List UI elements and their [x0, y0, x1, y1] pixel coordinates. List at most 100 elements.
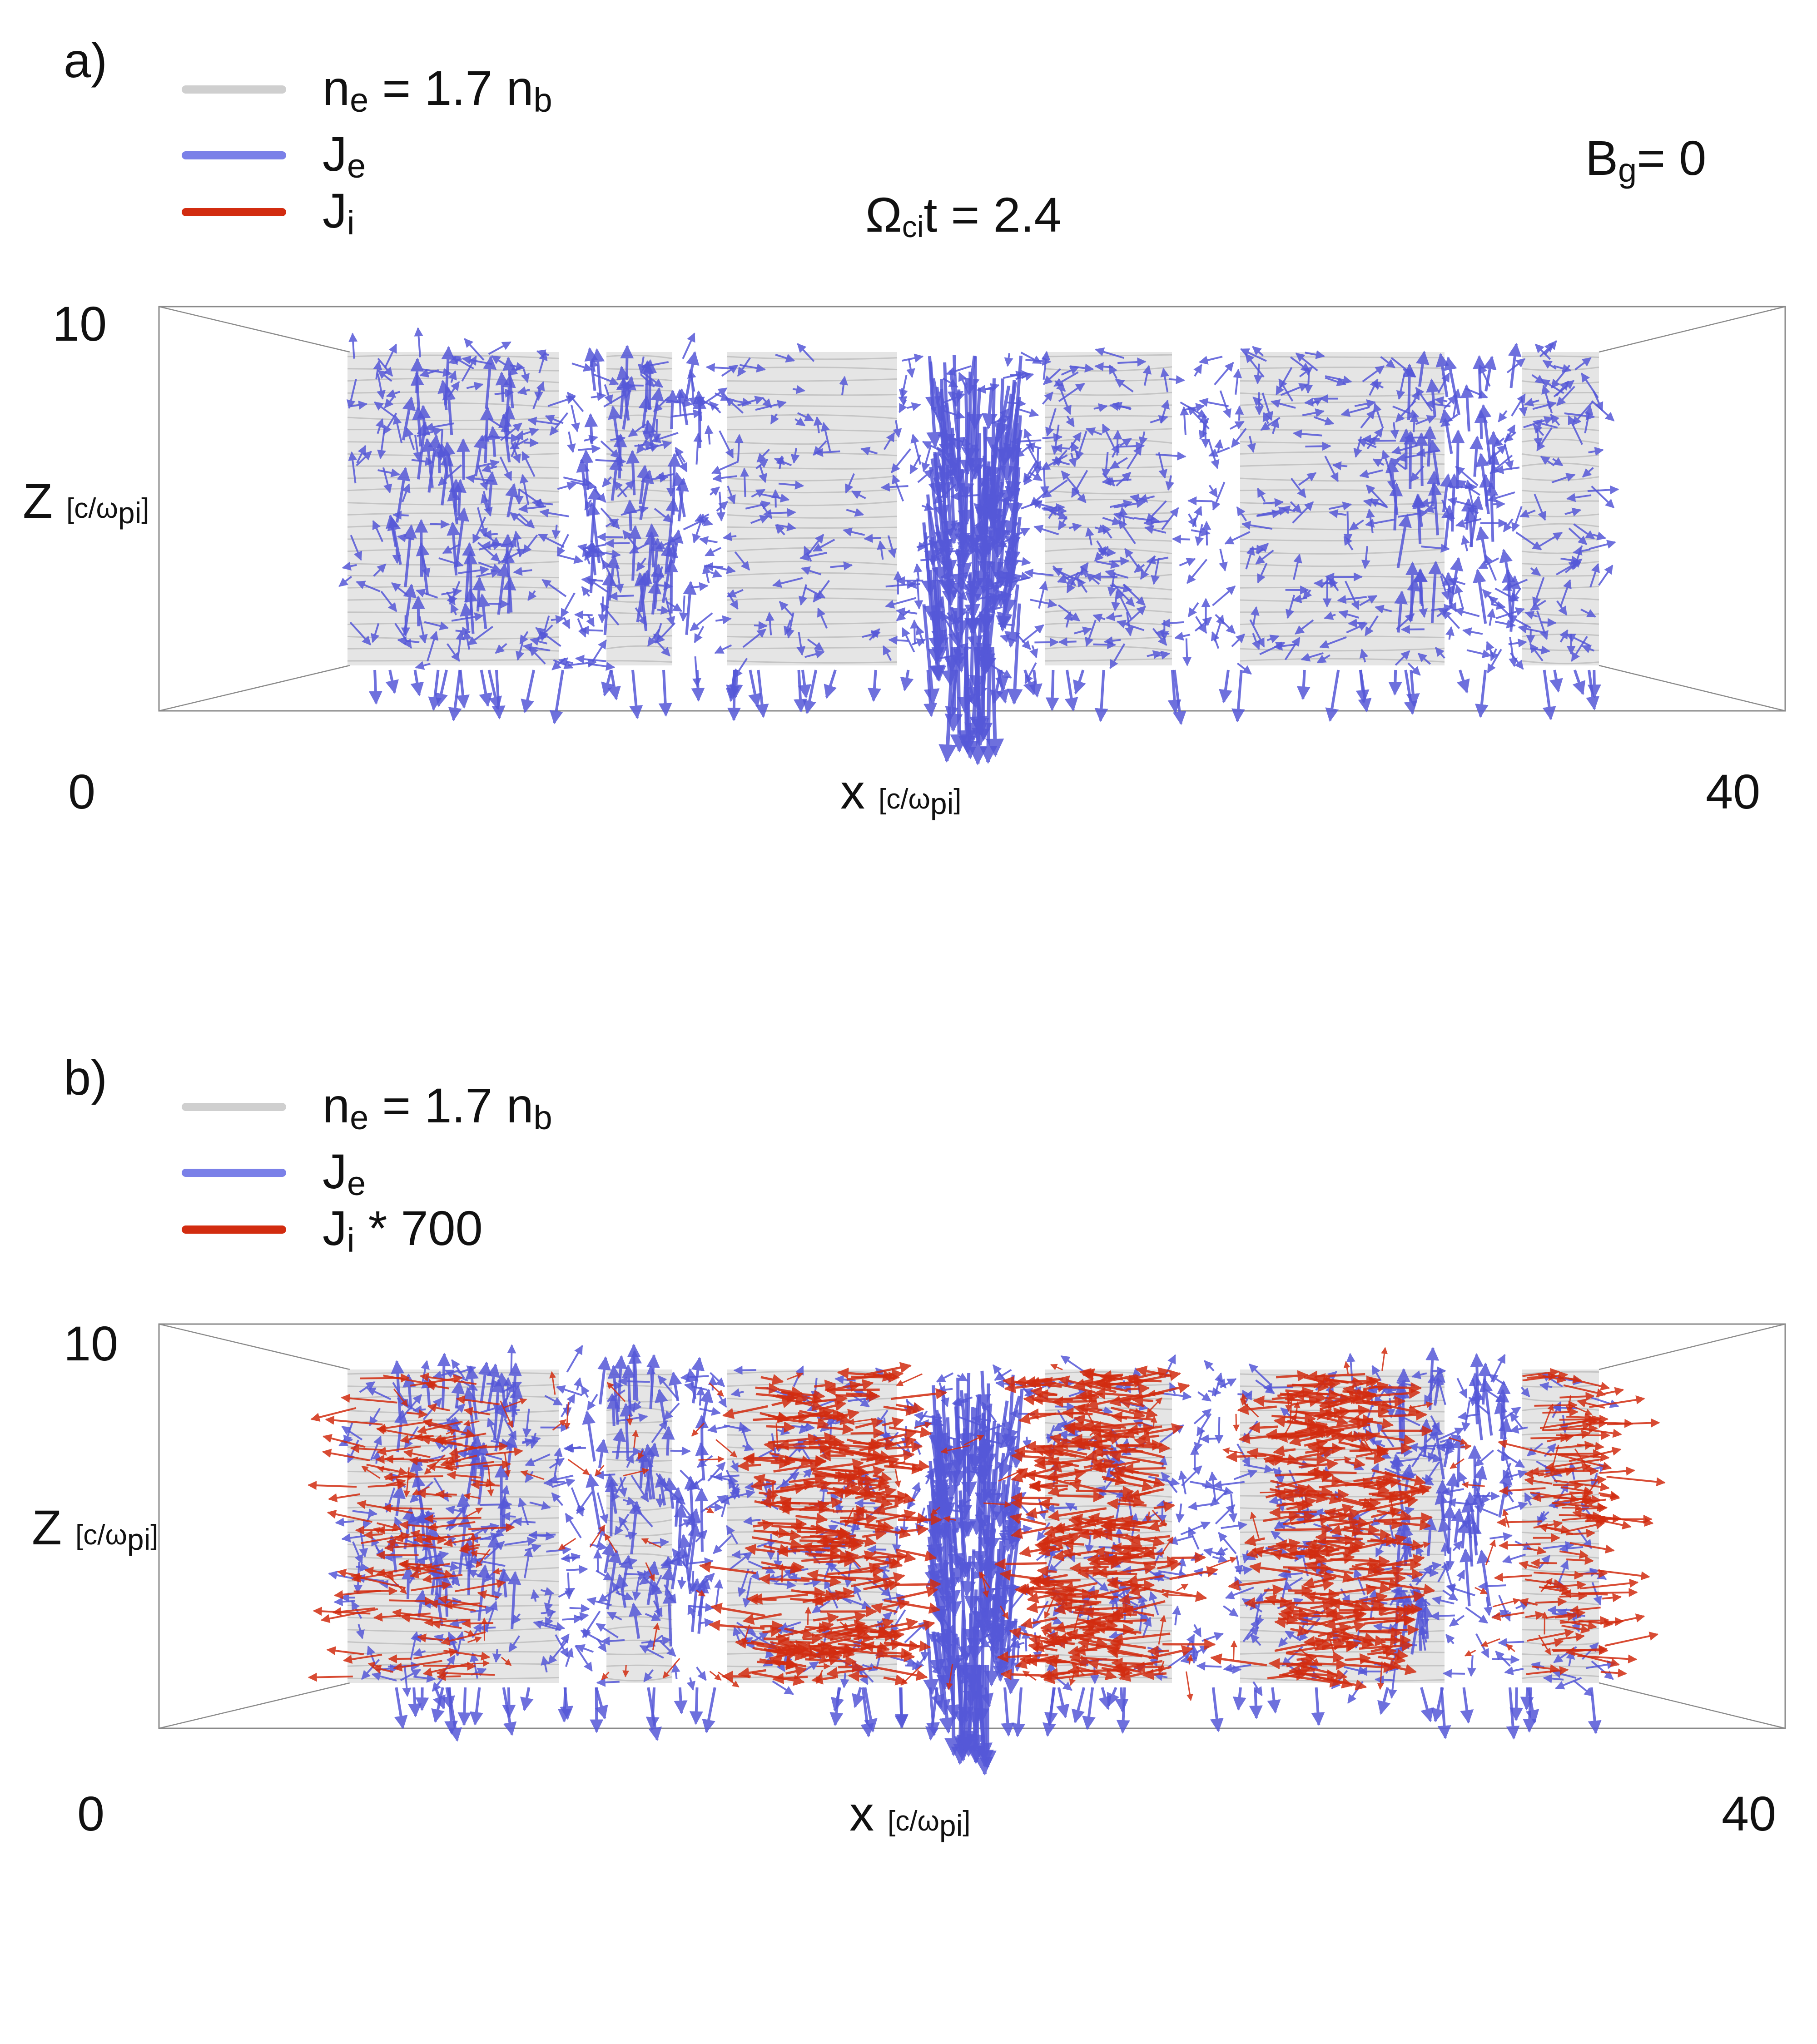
current-arrow [1474, 670, 1489, 718]
current-arrow [760, 1620, 784, 1632]
current-arrow [1415, 415, 1436, 425]
current-arrow [1042, 391, 1054, 405]
current-arrow [908, 1482, 920, 1509]
current-arrow [1180, 1521, 1211, 1536]
current-arrow [1089, 1616, 1147, 1627]
current-arrow [450, 603, 459, 615]
current-arrow [472, 576, 486, 612]
density-contour [1044, 608, 1172, 613]
current-arrow [1524, 397, 1539, 407]
current-arrow [571, 405, 580, 432]
current-arrow [430, 520, 450, 529]
current-arrow [1572, 670, 1586, 695]
density-column [348, 1369, 559, 1683]
current-arrow [414, 519, 428, 577]
density-contour [726, 514, 898, 519]
current-arrow [1479, 1378, 1493, 1436]
current-arrow [1098, 1687, 1112, 1710]
current-arrow [1271, 418, 1280, 434]
current-arrow [766, 1421, 795, 1433]
current-arrow [1269, 1507, 1317, 1518]
current-arrow [920, 555, 940, 564]
current-arrow [551, 524, 561, 540]
current-arrow [565, 1513, 582, 1538]
current-arrow [1542, 670, 1556, 721]
density-contour [726, 465, 898, 470]
current-arrow [471, 1660, 490, 1667]
current-arrow [558, 1538, 576, 1550]
current-arrow [902, 353, 924, 363]
current-arrow [1442, 610, 1460, 629]
current-arrow [1604, 1632, 1659, 1647]
current-arrow [677, 1577, 687, 1590]
current-arrow [1212, 1554, 1228, 1563]
current-arrow [606, 1395, 621, 1426]
current-arrow [1404, 433, 1428, 442]
current-arrow [1461, 1481, 1485, 1488]
current-arrow [1410, 413, 1419, 432]
current-arrow [1263, 1584, 1285, 1596]
current-arrow [1493, 437, 1505, 447]
current-arrow [1486, 608, 1496, 626]
current-arrow [1319, 636, 1347, 649]
current-arrow [1295, 352, 1318, 372]
current-arrow [1550, 1466, 1599, 1476]
current-arrow [980, 1442, 997, 1505]
current-arrow [958, 372, 970, 395]
current-arrow [424, 1514, 482, 1523]
current-arrow [1475, 526, 1489, 563]
current-arrow [470, 1480, 500, 1490]
current-arrow [956, 1664, 975, 1753]
current-arrow [697, 1455, 713, 1468]
current-arrow [1445, 1547, 1455, 1571]
density-contour [1044, 415, 1172, 418]
density-contour [1044, 596, 1172, 601]
current-arrow [763, 1633, 789, 1645]
current-arrow [968, 1407, 984, 1470]
current-arrow [937, 1531, 953, 1596]
current-arrow [1110, 457, 1128, 469]
current-arrow [1485, 1539, 1496, 1566]
current-arrow [1526, 629, 1535, 645]
current-arrow [899, 375, 908, 399]
current-arrow [1402, 363, 1416, 420]
current-arrow [1212, 1480, 1245, 1489]
current-arrow [721, 364, 739, 377]
guide-field-label: Bg= 0 [1585, 130, 1707, 189]
current-arrow [1381, 1443, 1413, 1454]
current-arrow [1499, 548, 1513, 587]
current-arrow [690, 582, 709, 591]
current-arrow [1414, 568, 1428, 606]
current-arrow [394, 1687, 408, 1730]
current-arrow [1250, 606, 1260, 625]
current-arrow [661, 1426, 675, 1456]
current-arrow [688, 375, 698, 407]
current-arrow [1241, 521, 1273, 530]
current-arrow [402, 483, 411, 502]
current-arrow [1210, 1687, 1224, 1732]
density-column [1240, 352, 1445, 665]
current-arrow [1150, 415, 1168, 424]
current-arrow [1490, 1354, 1506, 1383]
current-arrow [716, 501, 728, 512]
current-arrow [963, 1407, 979, 1483]
current-arrow [1435, 1479, 1450, 1520]
current-arrow [1383, 1518, 1403, 1530]
current-arrow [573, 1377, 583, 1391]
current-arrow [1459, 1548, 1473, 1607]
current-arrow [1373, 402, 1384, 429]
current-arrow [1285, 1392, 1292, 1412]
current-arrow [994, 1558, 1047, 1570]
current-arrow [1066, 415, 1075, 427]
current-arrow [1187, 1654, 1193, 1665]
current-arrow [1175, 1503, 1185, 1523]
density-contour [1240, 401, 1445, 406]
density-contour [347, 512, 559, 518]
current-arrow [1196, 1645, 1210, 1654]
density-contour [1521, 575, 1599, 577]
current-arrow [1448, 577, 1466, 586]
current-arrow [950, 647, 968, 753]
density-contour [1521, 523, 1599, 528]
density-contour [1521, 660, 1599, 665]
box-depth-edge [159, 665, 350, 712]
